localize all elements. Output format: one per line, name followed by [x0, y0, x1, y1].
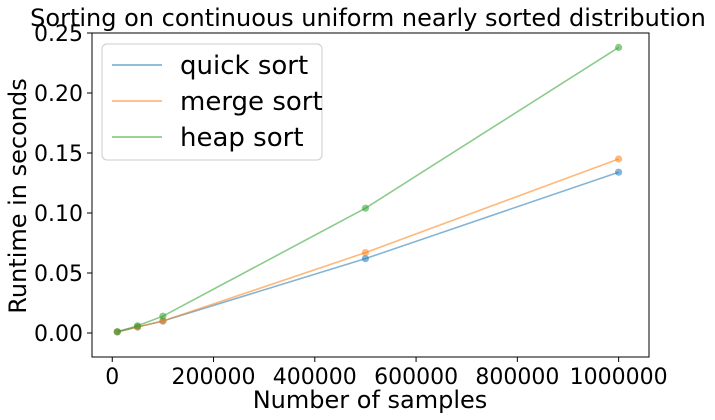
x-axis: 0 200000 400000 600000 800000 1000000	[105, 357, 668, 390]
y-axis: 0.00 0.05 0.10 0.15 0.20 0.25	[34, 22, 92, 347]
heap-sort-point	[133, 322, 142, 330]
quick-sort-point	[615, 168, 623, 176]
y-tick-label: 0.05	[34, 262, 83, 287]
merge-sort-point	[361, 249, 370, 257]
y-tick-label: 0.00	[34, 322, 83, 347]
x-tick-label: 0	[105, 365, 119, 390]
merge-sort-line	[117, 158, 619, 333]
legend-box	[101, 43, 323, 161]
x-tick-label: 800000	[475, 365, 559, 390]
y-axis-title: Runtime in seconds	[4, 78, 32, 313]
merge-sort-point	[615, 155, 623, 163]
legend-label-heap-sort: heap sort	[180, 123, 304, 153]
y-tick-label: 0.20	[34, 82, 83, 107]
heap-sort-point	[361, 204, 370, 212]
chart-title: Sorting on continuous uniform nearly sor…	[30, 4, 706, 32]
heap-sort-point	[159, 312, 167, 320]
legend-label-quick-sort: quick sort	[180, 51, 308, 81]
x-tick-label: 600000	[374, 365, 458, 390]
x-tick-label: 400000	[273, 365, 357, 390]
heap-sort-point	[113, 328, 121, 336]
quick-sort-point	[361, 255, 370, 263]
series-layer	[113, 43, 623, 336]
plot-area-frame	[91, 32, 650, 358]
x-tick-label: 1000000	[570, 365, 668, 390]
y-tick-label: 0.25	[34, 22, 83, 47]
y-tick-label: 0.10	[34, 202, 83, 227]
legend-label-merge-sort: merge sort	[180, 87, 323, 117]
y-tick-label: 0.15	[34, 142, 83, 167]
heap-sort-point	[615, 43, 623, 52]
x-axis-title: Number of samples	[253, 386, 488, 414]
x-tick-label: 200000	[172, 365, 256, 390]
legend: quick sort merge sort heap sort	[101, 43, 323, 161]
